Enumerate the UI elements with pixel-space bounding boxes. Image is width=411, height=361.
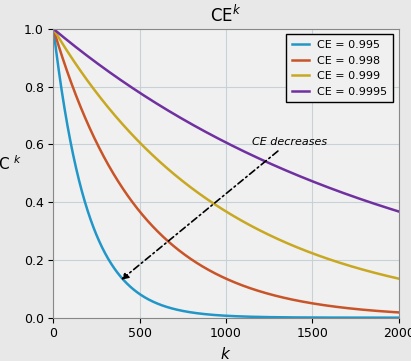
CE = 0.9995 bbox=[51, 27, 56, 31]
CE = 0.995 bbox=[396, 316, 401, 320]
CE = 0.999 bbox=[352, 265, 357, 269]
CE = 0.998 bbox=[396, 310, 401, 314]
Title: CE$^k$: CE$^k$ bbox=[210, 5, 242, 26]
Y-axis label: C $^k$: C $^k$ bbox=[0, 155, 22, 173]
Line: CE = 0.9995: CE = 0.9995 bbox=[53, 29, 399, 212]
CE = 0.9995 bbox=[111, 73, 116, 77]
CE = 0.9995 bbox=[352, 195, 357, 199]
CE = 0.9995 bbox=[90, 58, 95, 62]
CE = 0.999 bbox=[90, 86, 95, 90]
Line: CE = 0.998: CE = 0.998 bbox=[53, 29, 399, 312]
CE = 0.999 bbox=[199, 192, 203, 197]
CE = 0.998 bbox=[183, 253, 188, 258]
CE = 0.999 bbox=[389, 275, 394, 279]
CE = 0.998 bbox=[389, 310, 394, 314]
CE = 0.999 bbox=[396, 277, 401, 281]
Line: CE = 0.995: CE = 0.995 bbox=[53, 29, 399, 318]
CE = 0.995 bbox=[389, 316, 394, 320]
CE = 0.998 bbox=[352, 307, 357, 311]
CE = 0.995 bbox=[111, 265, 116, 269]
CE = 0.995 bbox=[90, 223, 95, 228]
CE = 0.995 bbox=[183, 309, 188, 314]
CE = 0.998 bbox=[111, 171, 116, 175]
CE = 0.9995 bbox=[183, 119, 188, 123]
CE = 0.998 bbox=[199, 263, 203, 268]
CE = 0.998 bbox=[51, 27, 56, 31]
CE = 0.998 bbox=[90, 132, 95, 137]
Line: CE = 0.999: CE = 0.999 bbox=[53, 29, 399, 279]
CE = 0.999 bbox=[183, 182, 188, 186]
CE = 0.999 bbox=[111, 112, 116, 116]
CE = 0.9995 bbox=[389, 207, 394, 212]
CE = 0.9995 bbox=[396, 209, 401, 214]
X-axis label: $k$: $k$ bbox=[220, 346, 232, 361]
CE = 0.995 bbox=[352, 316, 357, 320]
Text: CE decreases: CE decreases bbox=[122, 136, 327, 279]
CE = 0.999 bbox=[51, 27, 56, 31]
CE = 0.995 bbox=[199, 312, 203, 316]
Legend: CE = 0.995, CE = 0.998, CE = 0.999, CE = 0.9995: CE = 0.995, CE = 0.998, CE = 0.999, CE =… bbox=[286, 34, 393, 102]
CE = 0.995 bbox=[51, 27, 56, 31]
CE = 0.9995 bbox=[199, 127, 203, 131]
